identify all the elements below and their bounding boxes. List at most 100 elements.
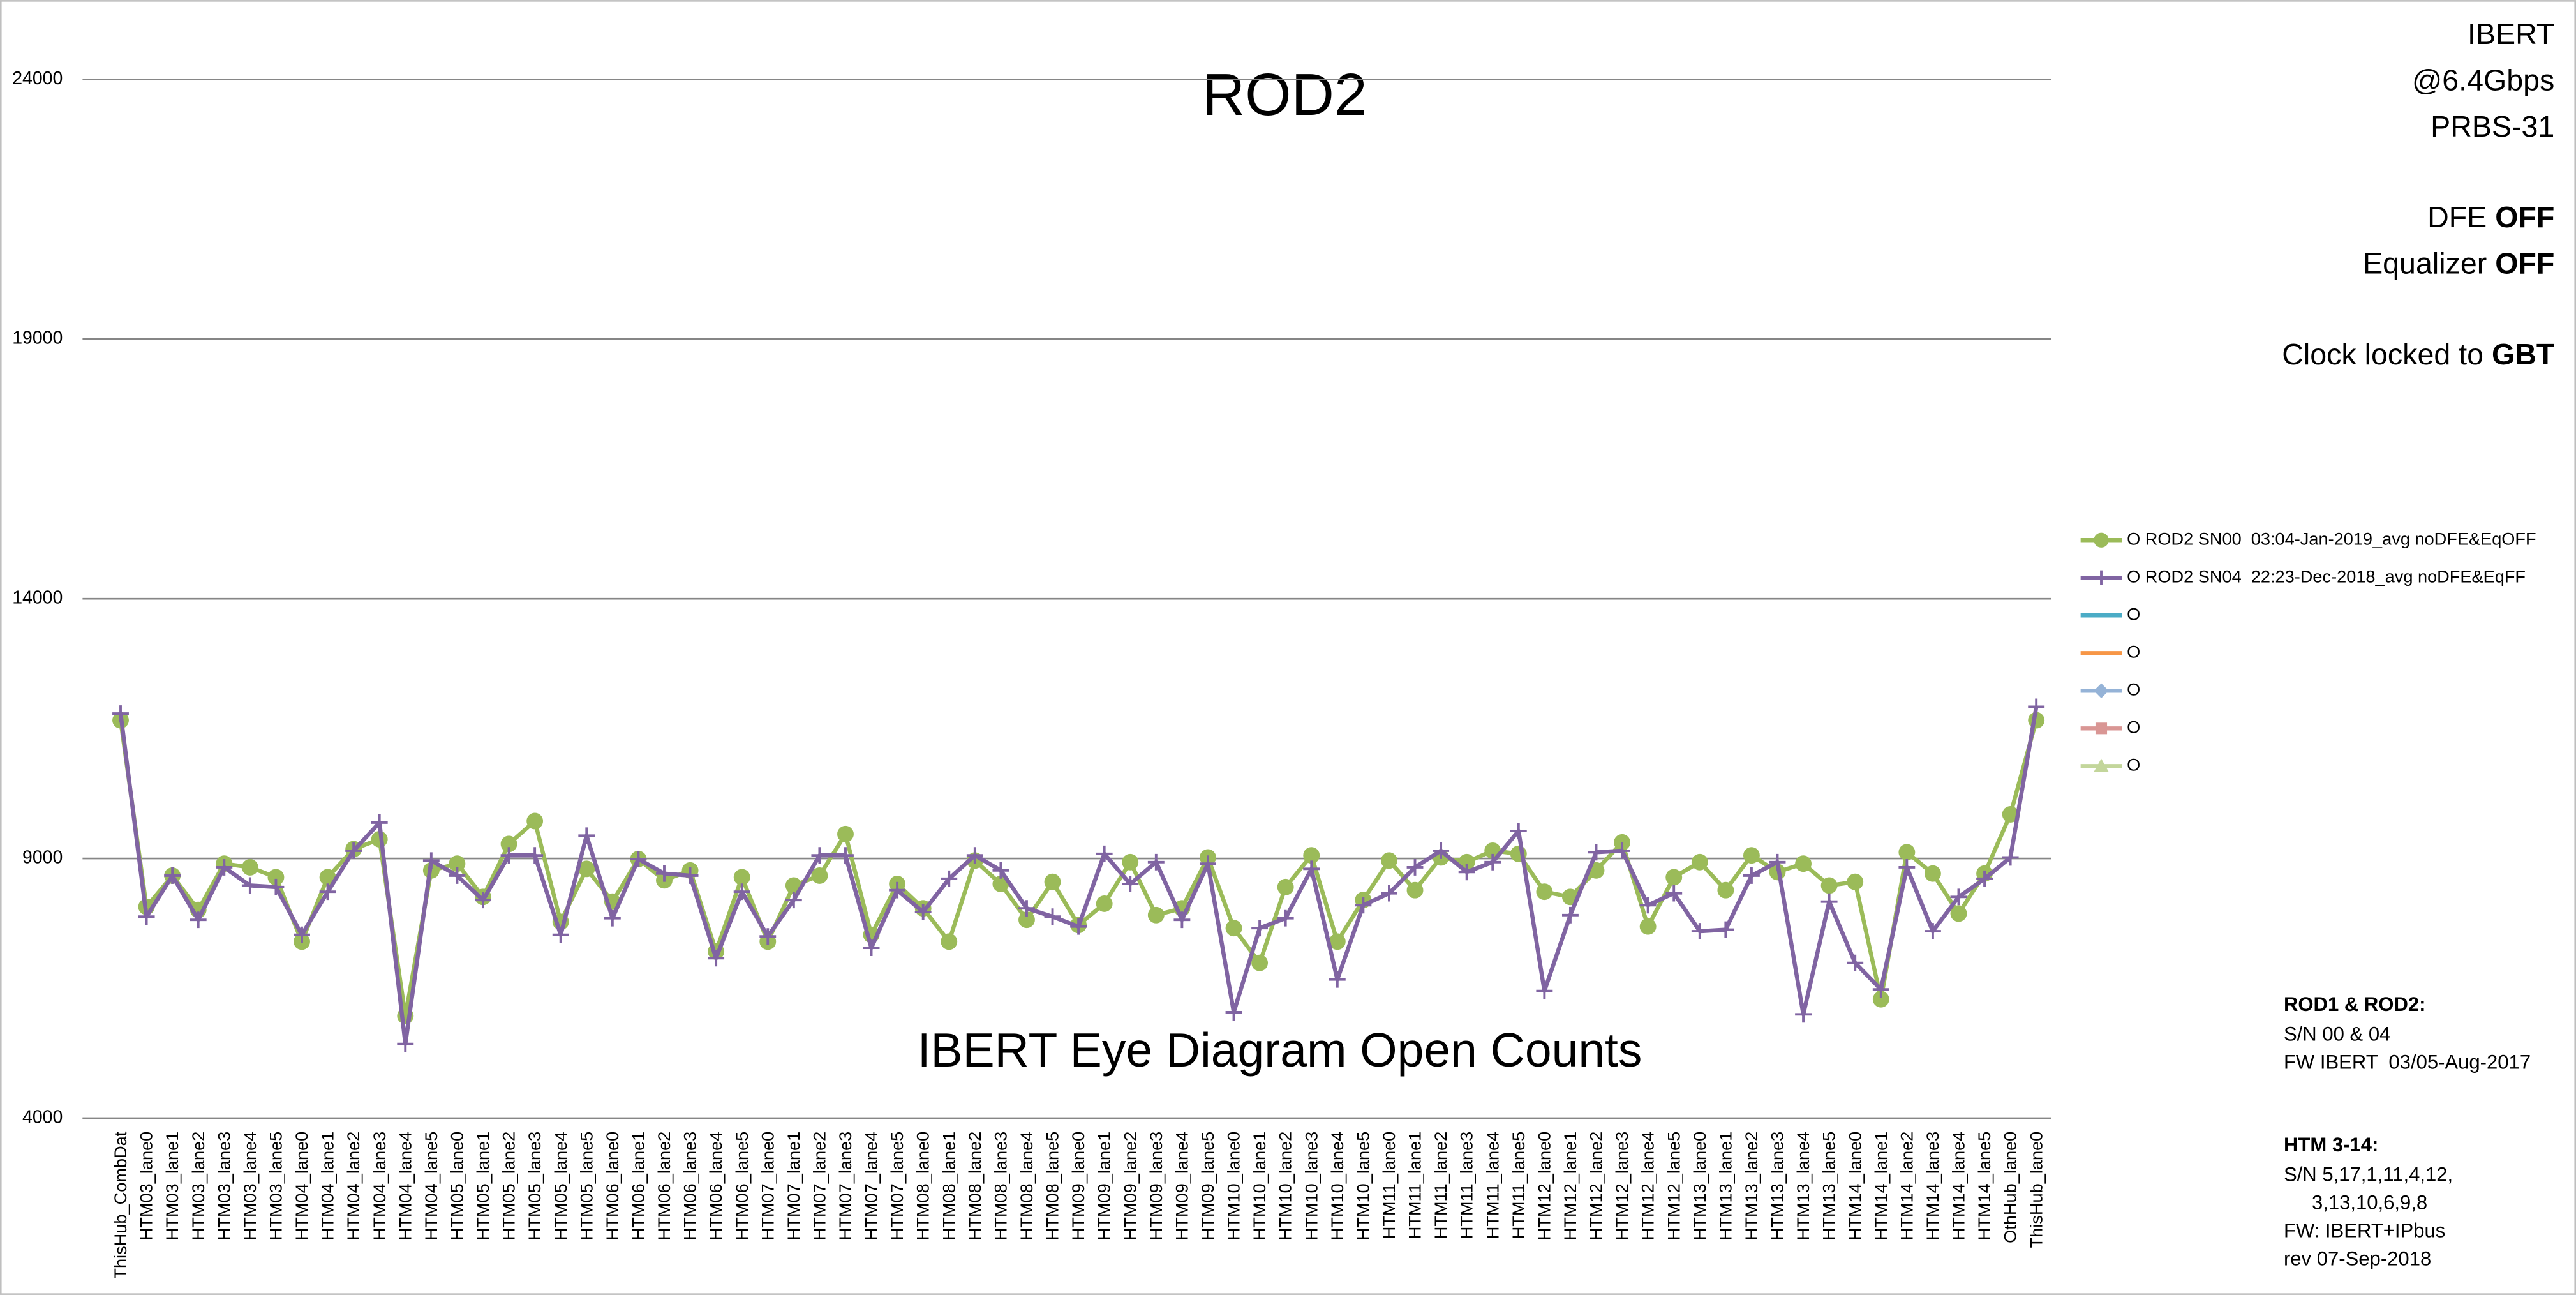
x-tick-label: HTM04_lane4 [395, 1132, 415, 1241]
x-tick-label: HTM08_lane5 [1043, 1132, 1062, 1241]
x-tick-label: HTM13_lane0 [1690, 1132, 1709, 1241]
x-tick-label: HTM13_lane5 [1819, 1132, 1839, 1241]
note-text: Equalizer [2363, 247, 2495, 280]
x-tick-label: HTM12_lane1 [1560, 1132, 1580, 1241]
point-marker [1717, 921, 1734, 938]
note-text: GBT [2492, 338, 2554, 371]
point-marker [785, 892, 802, 909]
point-marker [1950, 888, 1967, 906]
x-tick-label: HTM07_lane5 [887, 1132, 907, 1241]
legend-label: O [2127, 754, 2140, 774]
point-marker [1743, 867, 1760, 884]
x-tick-label: HTM13_lane4 [1793, 1132, 1813, 1241]
x-tick-label: HTM03_lane3 [214, 1132, 234, 1241]
point-marker [2002, 849, 2019, 866]
point-marker [526, 847, 544, 864]
point-marker [371, 814, 388, 831]
point-marker [500, 847, 517, 864]
point-marker [552, 926, 569, 943]
x-tick-label: HTM11_lane4 [1482, 1132, 1502, 1239]
point-marker [914, 903, 932, 920]
x-tick-label: HTM11_lane5 [1508, 1132, 1528, 1239]
point-marker [1872, 981, 1889, 998]
point-marker [1406, 858, 1424, 876]
note-text: PRBS-31 [2431, 110, 2554, 143]
x-tick-label: HTM06_lane3 [680, 1132, 700, 1241]
x-tick-label: HTM09_lane4 [1172, 1132, 1191, 1241]
y-tick-label: 4000 [22, 1107, 63, 1128]
point-marker [1639, 918, 1657, 935]
y-tick-label: 9000 [22, 848, 63, 868]
point-marker [1070, 918, 1087, 935]
note-text: ROD1 & ROD2: [2284, 993, 2426, 1015]
x-tick-label: HTM13_lane1 [1715, 1132, 1735, 1241]
point-marker [1820, 877, 1838, 894]
note-text: OFF [2495, 201, 2554, 234]
x-tick-label: HTM09_lane2 [1120, 1132, 1140, 1241]
x-tick-label: HTM04_lane1 [318, 1132, 338, 1241]
point-marker [1898, 858, 1916, 876]
x-tick-label: HTM09_lane1 [1094, 1132, 1114, 1241]
note-line: FW IBERT 03/05-Aug-2017 [2284, 1051, 2531, 1074]
point-marker [2094, 683, 2109, 698]
point-marker [1847, 873, 1864, 890]
note-text: S/N 00 & 04 [2284, 1023, 2390, 1045]
x-tick-label: HTM14_lane3 [1923, 1132, 1942, 1241]
note-text: OFF [2495, 247, 2554, 280]
chart-subtitle: IBERT Eye Diagram Open Counts [918, 1023, 1642, 1077]
legend-label: O ROD2 SN00 03:04-Jan-2019_avg noDFE&EqO… [2127, 528, 2536, 548]
point-marker [811, 847, 828, 864]
point-marker [1717, 881, 1734, 899]
point-marker [1225, 920, 1242, 937]
point-marker [1251, 954, 1269, 971]
point-marker [319, 883, 336, 901]
x-tick-label: HTM05_lane2 [499, 1132, 519, 1241]
x-tick-label: HTM10_lane4 [1327, 1132, 1347, 1241]
point-marker [345, 842, 362, 859]
x-tick-label: HTM09_lane5 [1198, 1132, 1217, 1241]
point-marker [1381, 852, 1397, 869]
x-tick-label: HTM13_lane2 [1741, 1132, 1761, 1241]
note-text: FW IBERT 03/05-Aug-2017 [2284, 1051, 2531, 1074]
x-tick-label: HTM03_lane5 [265, 1132, 285, 1241]
point-marker [837, 847, 854, 864]
x-tick-label: HTM14_lane4 [1949, 1132, 1969, 1241]
point-marker [1588, 844, 1605, 861]
legend-label: O [2127, 679, 2140, 699]
point-marker [604, 909, 621, 927]
x-tick-label: HTM03_lane2 [188, 1132, 208, 1241]
point-marker [1433, 842, 1450, 859]
point-marker [1536, 982, 1553, 999]
point-marker [267, 869, 285, 886]
x-tick-label: HTM04_lane3 [369, 1132, 389, 1241]
x-tick-label: HTM06_lane5 [732, 1132, 752, 1241]
point-marker [164, 867, 181, 884]
x-tick-label: ThisHub_CombDat [110, 1131, 130, 1278]
x-tick-label: HTM10_lane3 [1301, 1132, 1321, 1241]
point-marker [1018, 900, 1035, 917]
point-marker [2095, 722, 2108, 735]
point-marker [1329, 933, 1346, 950]
x-tick-label: HTM10_lane1 [1249, 1132, 1269, 1241]
point-marker [733, 883, 750, 901]
x-tick-label: HTM12_lane2 [1586, 1132, 1606, 1241]
point-marker [1277, 909, 1294, 927]
note-text: IBERT [2468, 17, 2554, 50]
point-marker [1406, 881, 1424, 899]
point-marker [1044, 873, 1061, 890]
point-marker [422, 852, 440, 869]
point-marker [1924, 865, 1941, 882]
point-marker [1122, 853, 1139, 871]
point-marker [241, 858, 258, 876]
point-marker [1251, 920, 1269, 937]
x-tick-label: HTM05_lane3 [525, 1132, 544, 1241]
x-tick-label: HTM09_lane0 [1068, 1132, 1088, 1241]
note-line: FW: IBERT+IPbus [2284, 1220, 2445, 1242]
x-tick-label: HTM14_lane1 [1871, 1132, 1891, 1241]
x-tick-label: HTM05_lane1 [473, 1132, 493, 1241]
note-line: S/N 5,17,1,11,4,12, [2284, 1164, 2453, 1186]
point-marker [941, 933, 958, 950]
